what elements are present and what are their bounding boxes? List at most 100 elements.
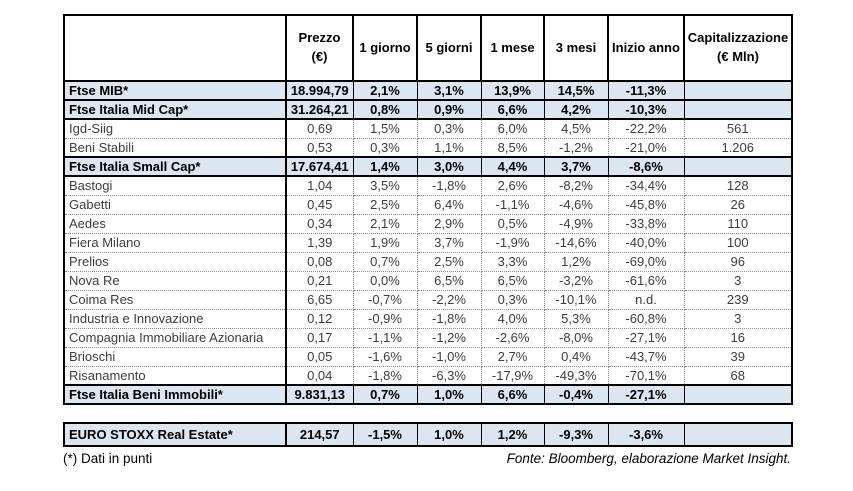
row-value: 6,65 [285,289,354,310]
row-value: 26 [683,194,793,215]
row-value: -2,6% [480,327,545,348]
euro-stoxx-body: EURO STOXX Real Estate* 214,57 -1,5% 1,0% 1,… [63,422,793,447]
row-value: 4,0% [480,308,545,329]
row-value: -1,6% [352,346,418,367]
table-row: Aedes 0,34 2,1% 2,9% 0,5% -4,9% -33,8% 110 [63,213,793,234]
row-value: 2,1% [352,213,418,234]
row-value: 6,5% [480,270,545,291]
row-value: 3 [683,270,793,291]
row-value: 8,5% [480,137,545,158]
row-value: 6,0% [480,118,545,139]
row-name: Risanamento [63,365,287,386]
row-value: 2,5% [416,251,482,272]
column-header-5giorni: 5 giorni [416,14,482,82]
row-value: 1,04 [285,175,354,196]
row-value: 0,4% [543,346,609,367]
row-value: -10,1% [543,289,609,310]
row-name: Bastogi [63,175,287,196]
row-value: 1,39 [285,232,354,253]
row-value: 2,5% [352,194,418,215]
row-value [683,99,793,120]
row-value: 0,21 [285,270,354,291]
row-value: -0,4% [543,384,609,405]
table-row: Fiera Milano 1,39 1,9% 3,7% -1,9% -14,6% -40,0… [63,232,793,253]
row-name: Compagnia Immobiliare Azionaria [63,327,287,348]
row-value: -60,8% [607,308,685,329]
row-name: Igd-Siig [63,118,287,139]
row-value: -9,3% [543,422,609,447]
row-name: Aedes [63,213,287,234]
row-value: -17,9% [480,365,545,386]
row-value: 3,5% [352,175,418,196]
row-value: 4,5% [543,118,609,139]
row-value: 17.674,41 [285,156,354,177]
row-value: -1,0% [416,346,482,367]
row-value: 2,7% [480,346,545,367]
row-value: 0,5% [480,213,545,234]
row-value: -14,6% [543,232,609,253]
row-value: 0,05 [285,346,354,367]
row-value: -8,6% [607,156,685,177]
row-value: -1,1% [480,194,545,215]
column-header-capitalizzazione: Capitalizzazione (€ Mln) [683,14,793,82]
table-row: Igd-Siig 0,69 1,5% 0,3% 6,0% 4,5% -22,2% 561 [63,118,793,139]
row-name: Ftse Italia Beni Immobili* [63,384,287,405]
row-name: Ftse Italia Small Cap* [63,156,287,177]
row-value: -1,8% [352,365,418,386]
table-row: Ftse Italia Mid Cap* 31.264,21 0,8% 0,9% 6,6… [63,99,793,120]
row-value: -1,9% [480,232,545,253]
column-header-prezzo: Prezzo (€) [285,14,354,82]
row-value: 561 [683,118,793,139]
row-value: -0,7% [352,289,418,310]
row-value: -6,3% [416,365,482,386]
column-header-1giorno: 1 giorno [352,14,418,82]
table-row: Ftse Italia Small Cap* 17.674,41 1,4% 3,0% 4… [63,156,793,177]
row-value: 96 [683,251,793,272]
row-value: -8,2% [543,175,609,196]
row-value: 0,8% [352,99,418,120]
row-value [683,422,793,447]
row-value: -33,8% [607,213,685,234]
row-value: 3,1% [416,80,482,101]
row-name: EURO STOXX Real Estate* [63,422,287,447]
row-value: 0,34 [285,213,354,234]
row-value: 1,4% [352,156,418,177]
row-name: Industria e Innovazione [63,308,287,329]
row-value: 0,08 [285,251,354,272]
table-row: Coima Res 6,65 -0,7% -2,2% 0,3% -10,1% n.d. 239 [63,289,793,310]
row-value: -1,2% [416,327,482,348]
row-name: Prelios [63,251,287,272]
row-value: 214,57 [285,422,354,447]
row-value: 16 [683,327,793,348]
row-value: 14,5% [543,80,609,101]
row-value: 9.831,13 [285,384,354,405]
row-value: 0,3% [416,118,482,139]
row-value: -21,0% [607,137,685,158]
row-value: -40,0% [607,232,685,253]
main-table-body: Ftse MIB* 18.994,79 2,1% 3,1% 13,9% 14,5% -11,… [63,80,793,405]
table-row: Compagnia Immobiliare Azionaria 0,17 -1,1%… [63,327,793,348]
row-value: -1,2% [543,137,609,158]
row-value: 0,7% [352,251,418,272]
row-value: -1,8% [416,308,482,329]
header-row: Prezzo (€) 1 giorno 5 giorni 1 mese 3 me… [63,14,793,82]
row-value: 1,0% [416,384,482,405]
table-row: EURO STOXX Real Estate* 214,57 -1,5% 1,0% 1,… [63,422,793,447]
row-value: 6,4% [416,194,482,215]
row-value: 3,3% [480,251,545,272]
row-value: -69,0% [607,251,685,272]
row-value: -3,2% [543,270,609,291]
row-value: 3,7% [416,232,482,253]
row-name: Ftse Italia Mid Cap* [63,99,287,120]
row-value: 6,5% [416,270,482,291]
row-value: -1,8% [416,175,482,196]
row-value: -70,1% [607,365,685,386]
table-row: Risanamento 0,04 -1,8% -6,3% -17,9% -49,3% -70… [63,365,793,386]
report-table-container: Prezzo (€) 1 giorno 5 giorni 1 mese 3 me… [63,14,793,466]
row-value: -27,1% [607,384,685,405]
row-value: -34,4% [607,175,685,196]
row-value: 3,7% [543,156,609,177]
row-name: Beni Stabili [63,137,287,158]
row-value: 0,9% [416,99,482,120]
row-value: 4,2% [543,99,609,120]
